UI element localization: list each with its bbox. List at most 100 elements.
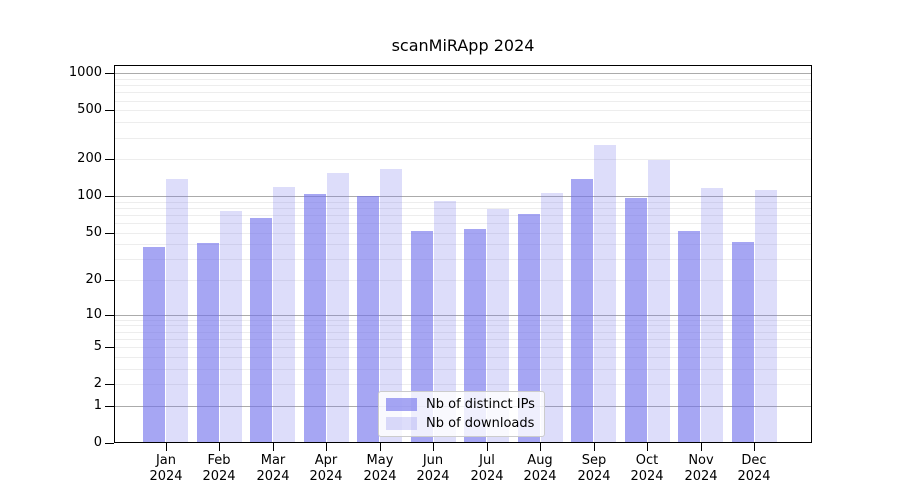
bar-downloads-aug <box>540 193 563 443</box>
bar-distinct-ips-mar <box>250 218 272 443</box>
y-tick-label: 1 <box>93 398 102 413</box>
x-tick-mark <box>540 443 541 451</box>
y-tick-label: 1000 <box>68 65 102 80</box>
x-tick-label: Dec 2024 <box>737 453 771 484</box>
y-gridline-minor <box>115 101 811 102</box>
bar-distinct-ips-may <box>357 196 379 443</box>
chart-title: scanMiRApp 2024 <box>391 36 535 55</box>
y-gridline-minor <box>115 110 811 111</box>
bar-downloads-jun <box>433 201 456 443</box>
bar-distinct-ips-jun <box>410 230 433 443</box>
bar-downloads-may <box>380 168 402 443</box>
x-tick-label: Sep 2024 <box>577 453 611 484</box>
x-tick-mark <box>754 443 755 451</box>
x-tick-mark <box>219 443 220 451</box>
legend: Nb of distinct IPs Nb of downloads <box>378 391 545 437</box>
x-tick-label: Feb 2024 <box>202 453 236 484</box>
x-tick-label: Apr 2024 <box>309 453 343 484</box>
y-gridline-minor <box>115 138 811 139</box>
y-tick-mark <box>105 233 114 234</box>
y-tick-mark <box>105 384 114 385</box>
y-tick-mark <box>105 280 114 281</box>
y-gridline-minor <box>115 223 811 224</box>
bar-distinct-ips-feb <box>196 243 219 443</box>
bar-distinct-ips-aug <box>517 213 540 443</box>
x-tick-label: Oct 2024 <box>630 453 664 484</box>
bar-distinct-ips-nov <box>678 230 700 443</box>
y-tick-label: 2 <box>93 376 102 391</box>
y-gridline-minor <box>115 280 811 281</box>
bar-downloads-jul <box>487 209 509 443</box>
y-gridline-minor <box>115 79 811 80</box>
y-gridline-major <box>115 315 811 316</box>
y-gridline-major <box>115 73 811 74</box>
y-tick-mark <box>105 110 114 111</box>
y-tick-mark <box>105 73 114 74</box>
x-tick-mark <box>594 443 595 451</box>
y-tick-label: 5 <box>93 339 102 354</box>
x-tick-mark <box>433 443 434 451</box>
x-tick-mark <box>487 443 488 451</box>
y-tick-mark <box>105 159 114 160</box>
y-gridline-minor <box>115 244 811 245</box>
y-tick-label: 0 <box>93 435 102 450</box>
x-tick-mark <box>701 443 702 451</box>
y-gridline-minor <box>115 369 811 370</box>
x-tick-label: Nov 2024 <box>684 453 718 484</box>
x-tick-mark <box>326 443 327 451</box>
x-tick-label: Jun 2024 <box>416 453 450 484</box>
bar-downloads-nov <box>701 188 723 443</box>
y-tick-mark <box>105 443 114 444</box>
y-tick-label: 500 <box>77 102 102 117</box>
y-tick-label: 50 <box>85 225 102 240</box>
y-gridline-minor <box>115 233 811 234</box>
y-gridline-minor <box>115 357 811 358</box>
y-gridline-minor <box>115 325 811 326</box>
x-tick-mark <box>166 443 167 451</box>
y-tick-label: 200 <box>77 151 102 166</box>
bar-downloads-sep <box>594 144 616 443</box>
legend-label-downloads: Nb of downloads <box>426 415 535 431</box>
y-tick-label: 100 <box>77 188 102 203</box>
legend-label-distinct-ips: Nb of distinct IPs <box>426 397 535 413</box>
y-gridline-minor <box>115 92 811 93</box>
x-tick-label: Jan 2024 <box>149 453 183 484</box>
y-gridline-minor <box>115 85 811 86</box>
bar-downloads-jan <box>166 178 188 443</box>
x-tick-mark <box>647 443 648 451</box>
y-gridline-minor <box>115 320 811 321</box>
y-gridline-minor <box>115 384 811 385</box>
bar-distinct-ips-sep <box>571 179 593 443</box>
y-gridline-major <box>115 196 811 197</box>
bar-downloads-apr <box>326 172 349 443</box>
bar-downloads-feb <box>219 210 242 443</box>
x-tick-label: May 2024 <box>363 453 397 484</box>
x-tick-label: Mar 2024 <box>256 453 290 484</box>
bar-distinct-ips-jan <box>143 247 165 443</box>
bar-downloads-oct <box>647 160 670 443</box>
y-gridline-minor <box>115 202 811 203</box>
bar-distinct-ips-dec <box>731 241 754 443</box>
bar-distinct-ips-jul <box>464 228 486 443</box>
legend-swatch-downloads <box>386 416 417 430</box>
y-gridline-minor <box>115 208 811 209</box>
legend-swatch-distinct-ips <box>386 398 417 412</box>
bar-distinct-ips-oct <box>624 197 647 443</box>
x-tick-mark <box>273 443 274 451</box>
x-tick-label: Jul 2024 <box>470 453 504 484</box>
y-gridline-minor <box>115 347 811 348</box>
y-tick-mark <box>105 315 114 316</box>
y-tick-mark <box>105 406 114 407</box>
y-gridline-minor <box>115 122 811 123</box>
y-gridline-minor <box>115 332 811 333</box>
y-gridline-minor <box>115 159 811 160</box>
y-tick-mark <box>105 196 114 197</box>
bar-distinct-ips-apr <box>303 194 326 443</box>
y-tick-label: 20 <box>85 272 102 287</box>
y-tick-mark <box>105 347 114 348</box>
y-gridline-minor <box>115 259 811 260</box>
x-tick-label: Aug 2024 <box>523 453 557 484</box>
bar-downloads-mar <box>273 187 295 443</box>
y-gridline-minor <box>115 339 811 340</box>
